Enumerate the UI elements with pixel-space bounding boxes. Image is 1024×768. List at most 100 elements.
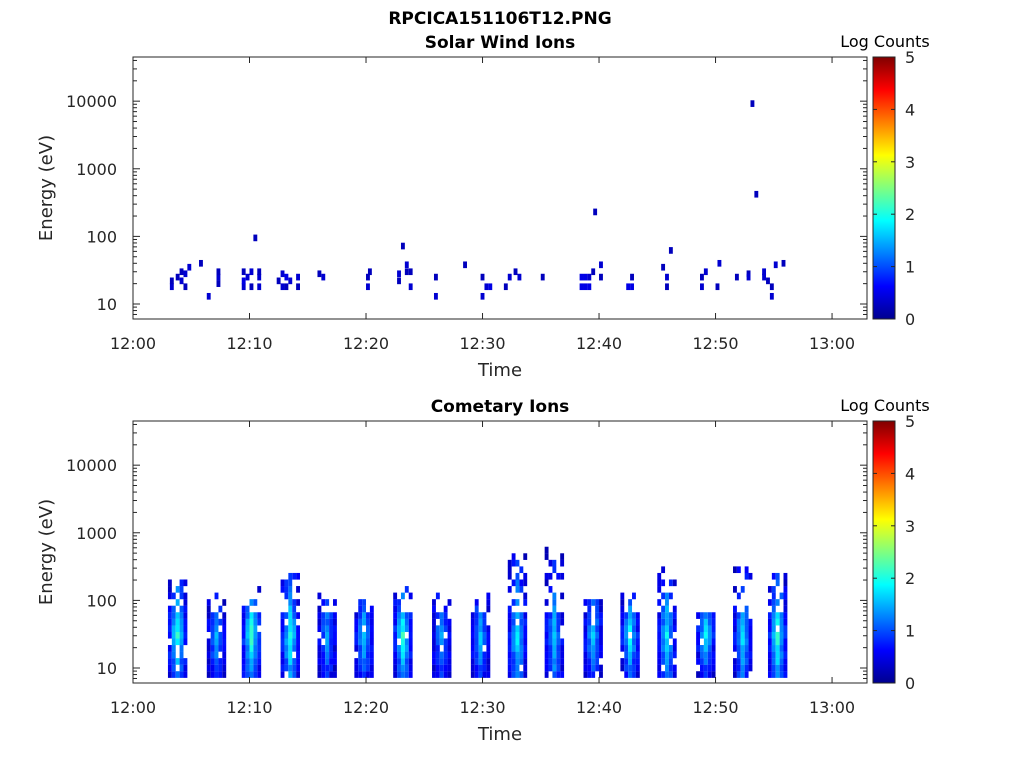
data-cell <box>507 618 512 626</box>
data-cell <box>599 599 603 606</box>
data-cell <box>183 605 188 613</box>
data-cell <box>515 599 520 606</box>
heatmap-cells-cometary <box>167 546 788 678</box>
data-cell <box>657 599 662 606</box>
data-cell <box>635 671 640 678</box>
x-tick-label: 12:20 <box>343 698 389 717</box>
data-cell <box>783 638 788 646</box>
data-cell <box>560 664 565 672</box>
data-cell <box>696 612 700 619</box>
data-cell <box>171 638 176 646</box>
data-cell <box>771 651 776 659</box>
data-cell <box>775 572 780 580</box>
data-cell <box>783 592 788 600</box>
data-cell <box>183 283 188 291</box>
data-cell <box>665 638 669 646</box>
data-cell <box>369 638 374 646</box>
data-cell <box>783 625 788 633</box>
x-axis-label-solar-wind: Time <box>477 360 522 381</box>
data-cell <box>175 625 180 633</box>
data-cell <box>661 651 666 659</box>
data-cell <box>362 612 367 619</box>
x-tick-label: 12:10 <box>226 698 272 717</box>
data-cell <box>556 671 561 678</box>
data-cell <box>591 638 596 646</box>
data-cell <box>435 612 440 619</box>
data-cell <box>284 579 289 587</box>
data-cell <box>779 592 784 600</box>
data-cell <box>583 599 588 606</box>
data-cell <box>775 651 780 659</box>
data-cell <box>740 645 745 652</box>
data-cell <box>632 671 636 678</box>
data-cell <box>175 618 180 626</box>
data-cell <box>507 645 512 652</box>
data-cell <box>779 645 784 652</box>
data-cell <box>167 605 172 613</box>
data-cell <box>630 283 634 291</box>
data-cell <box>179 268 184 276</box>
data-cell <box>179 277 184 285</box>
data-cell <box>628 625 633 633</box>
data-cell <box>599 631 603 639</box>
x-tick-label: 12:10 <box>226 334 272 353</box>
data-cell <box>366 631 370 639</box>
data-cell <box>280 645 285 652</box>
data-cell <box>548 559 553 567</box>
data-cell <box>523 572 528 580</box>
data-cell <box>358 618 363 626</box>
data-cell <box>515 625 520 633</box>
data-cell <box>253 618 258 626</box>
data-cell <box>700 283 704 291</box>
data-cell <box>661 579 666 587</box>
data-cell <box>482 612 487 619</box>
data-cell <box>661 658 666 665</box>
data-cell <box>515 645 520 652</box>
data-cell <box>703 651 708 659</box>
data-cell <box>711 651 716 659</box>
data-cell <box>474 651 479 659</box>
data-cell <box>587 631 592 639</box>
data-cell <box>222 631 227 639</box>
data-cell <box>624 658 629 665</box>
data-cell <box>171 592 176 600</box>
data-cell <box>435 645 440 652</box>
data-cell <box>199 259 203 267</box>
data-cell <box>439 612 444 619</box>
data-cell <box>404 612 409 619</box>
data-cell <box>771 572 776 580</box>
data-cell <box>369 645 374 652</box>
data-cell <box>245 625 250 633</box>
data-cell <box>210 651 215 659</box>
data-cell <box>222 664 227 672</box>
data-cell <box>556 651 561 659</box>
data-cell <box>333 638 337 646</box>
data-cell <box>668 671 673 678</box>
data-cell <box>249 625 254 633</box>
data-cell <box>241 618 246 626</box>
data-cell <box>707 631 712 639</box>
data-cell <box>447 645 452 652</box>
data-cell <box>175 612 180 619</box>
data-cell <box>245 645 250 652</box>
data-cell <box>333 631 337 639</box>
data-cell <box>257 586 262 593</box>
data-cell <box>317 270 322 278</box>
data-cell <box>548 586 553 593</box>
data-cell <box>470 658 475 665</box>
data-cell <box>668 658 673 665</box>
plot-frame-cometary <box>132 420 868 684</box>
data-cell <box>443 651 448 659</box>
data-cell <box>257 658 262 665</box>
data-cell <box>358 612 363 619</box>
data-cell <box>210 671 215 678</box>
data-cell <box>397 605 401 613</box>
colorbar-solar-wind <box>872 56 896 320</box>
data-cell <box>296 586 300 593</box>
data-cell <box>544 658 549 665</box>
data-cell <box>257 671 262 678</box>
data-cell <box>700 658 704 665</box>
data-cell <box>292 658 297 665</box>
data-cell <box>599 638 603 646</box>
data-cell <box>169 283 174 291</box>
